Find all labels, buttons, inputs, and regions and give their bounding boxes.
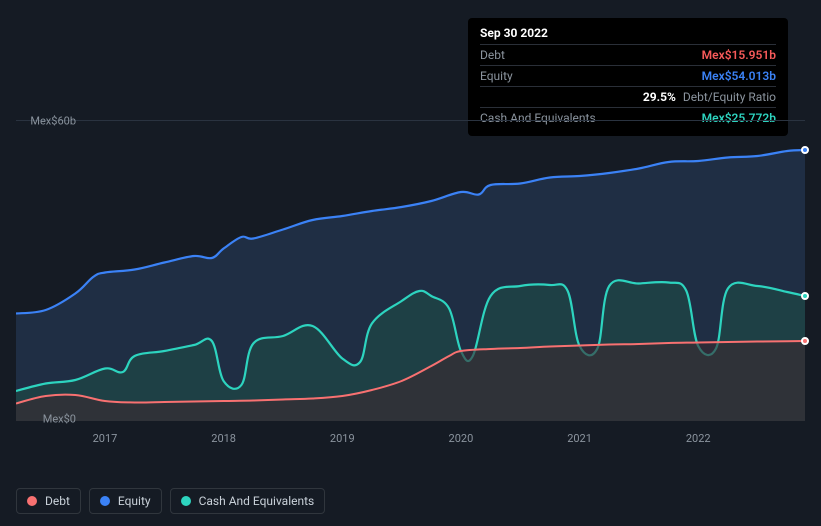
x-axis-tick: 2019	[330, 432, 355, 445]
tooltip-label: Debt	[480, 48, 505, 62]
legend-item-equity[interactable]: Equity	[89, 488, 162, 514]
x-axis-tick: 2022	[686, 432, 711, 445]
tooltip-ratio: 29.5% Debt/Equity Ratio	[643, 90, 776, 104]
tooltip-value: Mex$15.951b	[702, 48, 776, 62]
x-axis-tick: 2017	[93, 432, 118, 445]
chart-tooltip: Sep 30 2022 Debt Mex$15.951b Equity Mex$54.…	[468, 18, 788, 136]
legend-label: Equity	[118, 494, 151, 508]
legend-item-cash[interactable]: Cash And Equivalents	[170, 488, 326, 514]
tooltip-date: Sep 30 2022	[480, 26, 776, 44]
tooltip-row: 29.5% Debt/Equity Ratio	[480, 86, 776, 107]
legend-swatch-icon	[181, 496, 191, 506]
tooltip-value: Mex$54.013b	[702, 69, 776, 83]
y-axis-label-bottom: Mex$0	[43, 413, 76, 426]
chart-legend: Debt Equity Cash And Equivalents	[16, 488, 325, 514]
legend-label: Debt	[45, 494, 70, 508]
x-axis-labels: 2017 2018 2019 2020 2021 2022	[16, 426, 805, 452]
legend-item-debt[interactable]: Debt	[16, 488, 81, 514]
chart-svg	[16, 121, 805, 421]
x-axis-tick: 2021	[567, 432, 592, 445]
x-axis-tick: 2020	[449, 432, 474, 445]
legend-swatch-icon	[100, 496, 110, 506]
tooltip-label: Equity	[480, 69, 513, 83]
series-marker-cash	[801, 292, 809, 300]
series-marker-equity	[801, 146, 809, 154]
y-axis-label-top: Mex$60b	[30, 115, 76, 128]
tooltip-row: Debt Mex$15.951b	[480, 44, 776, 65]
tooltip-row: Equity Mex$54.013b	[480, 65, 776, 86]
series-marker-debt	[801, 337, 809, 345]
chart-area: Mex$60b Mex$0 2017 2018 2019 2020 2021 2022	[16, 120, 805, 452]
legend-swatch-icon	[27, 496, 37, 506]
legend-label: Cash And Equivalents	[199, 494, 315, 508]
x-axis-tick: 2018	[211, 432, 236, 445]
chart-plot[interactable]: Mex$60b Mex$0	[16, 120, 805, 420]
